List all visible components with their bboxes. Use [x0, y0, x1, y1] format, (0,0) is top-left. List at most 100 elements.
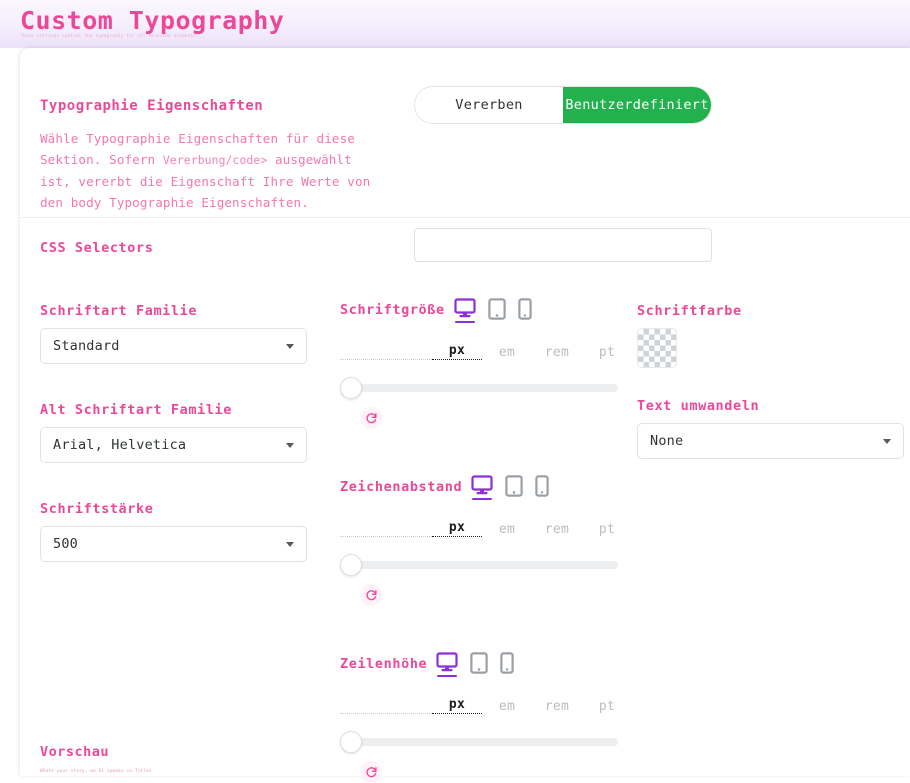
desktop-icon[interactable] [454, 298, 476, 323]
chevron-down-icon [883, 439, 891, 444]
letter-spacing-group: Zeichenabstand px em [340, 475, 640, 606]
page-subtitle: These settings control the typography fo… [20, 34, 199, 39]
css-selectors-input[interactable] [414, 228, 712, 262]
line-height-device-switcher[interactable] [436, 652, 514, 677]
settings-card: Typographie Eigenschaften Wähle Typograp… [20, 48, 910, 783]
right-column: Schriftfarbe Text umwandeln None [637, 303, 910, 459]
font-size-unit-px[interactable]: px [432, 343, 482, 360]
tablet-icon[interactable] [470, 652, 488, 676]
font-color-swatch[interactable] [637, 328, 677, 368]
slider-track[interactable] [350, 561, 618, 569]
description-text-2: ausgewählt ist, vererbt die Eigenschaft … [40, 152, 371, 210]
font-size-group: Schriftgröße px em [340, 298, 640, 429]
line-height-label: Zeilenhöhe [340, 656, 428, 672]
text-transform-select[interactable]: None [637, 423, 904, 459]
line-height-unit-pt[interactable]: pt [598, 699, 616, 714]
font-weight-select[interactable]: 500 [40, 526, 307, 562]
active-device-underline [454, 320, 475, 323]
slider-track[interactable] [350, 738, 618, 746]
preview-title: Vorschau [40, 744, 110, 760]
refresh-icon [365, 412, 377, 423]
middle-column: Schriftgröße px em [340, 298, 640, 783]
alt-font-family-value: Arial, Helvetica [53, 437, 187, 453]
font-size-unit-pt[interactable]: pt [598, 345, 616, 360]
font-size-unit-rem[interactable]: rem [544, 345, 570, 360]
description-code-token: Vererbung/code> [162, 153, 268, 167]
text-transform-label: Text umwandeln [637, 398, 760, 414]
line-height-slider[interactable] [340, 731, 618, 753]
letter-spacing-input[interactable] [340, 516, 432, 537]
tablet-icon[interactable] [488, 298, 506, 322]
line-height-group: Zeilenhöhe px em [340, 652, 640, 783]
font-weight-field: Schriftstärke 500 [40, 501, 330, 562]
refresh-icon [365, 766, 377, 777]
toggle-option-inherit[interactable]: Vererben [415, 87, 563, 123]
section-divider [20, 217, 910, 218]
letter-spacing-unit-em[interactable]: em [498, 522, 516, 537]
active-device-underline [437, 674, 458, 677]
alt-font-family-label: Alt Schriftart Familie [40, 402, 233, 418]
font-weight-label: Schriftstärke [40, 501, 154, 517]
typography-mode-toggle[interactable]: Vererben Benutzerdefiniert [414, 86, 712, 124]
page-title: Custom Typography [20, 6, 285, 35]
mobile-icon[interactable] [500, 652, 514, 676]
letter-spacing-reset-button[interactable] [360, 584, 382, 606]
font-color-field: Schriftfarbe [637, 303, 910, 368]
left-column: Schriftart Familie Standard Alt Schrifta… [40, 303, 330, 562]
mobile-icon[interactable] [535, 475, 549, 499]
slider-thumb[interactable] [340, 377, 362, 399]
font-family-label: Schriftart Familie [40, 303, 198, 319]
typography-properties-block: Typographie Eigenschaften Wähle Typograp… [40, 98, 385, 213]
letter-spacing-label: Zeichenabstand [340, 479, 463, 495]
text-transform-value: None [650, 433, 684, 449]
font-size-units-row: px em rem pt [340, 338, 640, 360]
text-transform-field: Text umwandeln None [637, 398, 910, 459]
preview-text: Whats your story, we Al speaks in Titles [40, 769, 152, 774]
font-size-slider[interactable] [340, 377, 618, 399]
line-height-reset-button[interactable] [360, 761, 382, 783]
chevron-down-icon [286, 443, 294, 448]
slider-thumb[interactable] [340, 554, 362, 576]
chevron-down-icon [286, 344, 294, 349]
desktop-icon[interactable] [471, 475, 493, 500]
chevron-down-icon [286, 542, 294, 547]
letter-spacing-device-switcher[interactable] [471, 475, 549, 500]
slider-thumb[interactable] [340, 731, 362, 753]
font-family-value: Standard [53, 338, 120, 354]
font-size-header: Schriftgröße [340, 298, 640, 323]
font-size-unit-em[interactable]: em [498, 345, 516, 360]
typography-properties-description: Wähle Typographie Eigenschaften für dies… [40, 128, 385, 213]
tablet-icon[interactable] [505, 475, 523, 499]
letter-spacing-header: Zeichenabstand [340, 475, 640, 500]
line-height-unit-px[interactable]: px [432, 697, 482, 714]
mobile-icon[interactable] [518, 298, 532, 322]
typography-properties-title: Typographie Eigenschaften [40, 98, 264, 114]
line-height-unit-em[interactable]: em [498, 699, 516, 714]
letter-spacing-unit-rem[interactable]: rem [544, 522, 570, 537]
font-family-field: Schriftart Familie Standard [40, 303, 330, 364]
font-weight-value: 500 [53, 536, 78, 552]
slider-track[interactable] [350, 384, 618, 392]
toggle-option-custom[interactable]: Benutzerdefiniert [563, 87, 711, 123]
letter-spacing-slider[interactable] [340, 554, 618, 576]
desktop-icon[interactable] [436, 652, 458, 677]
line-height-units-row: px em rem pt [340, 692, 640, 714]
alt-font-family-select[interactable]: Arial, Helvetica [40, 427, 307, 463]
description-text-1: Wähle Typographie Eigenschaften für dies… [40, 131, 355, 167]
letter-spacing-unit-px[interactable]: px [432, 520, 482, 537]
page-header: Custom Typography These settings control… [0, 0, 910, 48]
css-selectors-label: CSS Selectors [40, 240, 154, 256]
preview-section: Vorschau Whats your story, we Al speaks … [40, 744, 152, 774]
font-color-label: Schriftfarbe [637, 303, 742, 319]
font-size-device-switcher[interactable] [454, 298, 532, 323]
font-size-reset-button[interactable] [360, 407, 382, 429]
font-size-label: Schriftgröße [340, 302, 445, 318]
font-family-select[interactable]: Standard [40, 328, 307, 364]
line-height-header: Zeilenhöhe [340, 652, 640, 677]
line-height-unit-rem[interactable]: rem [544, 699, 570, 714]
refresh-icon [365, 589, 377, 600]
letter-spacing-units-row: px em rem pt [340, 515, 640, 537]
line-height-input[interactable] [340, 693, 432, 714]
letter-spacing-unit-pt[interactable]: pt [598, 522, 616, 537]
font-size-input[interactable] [340, 339, 432, 360]
